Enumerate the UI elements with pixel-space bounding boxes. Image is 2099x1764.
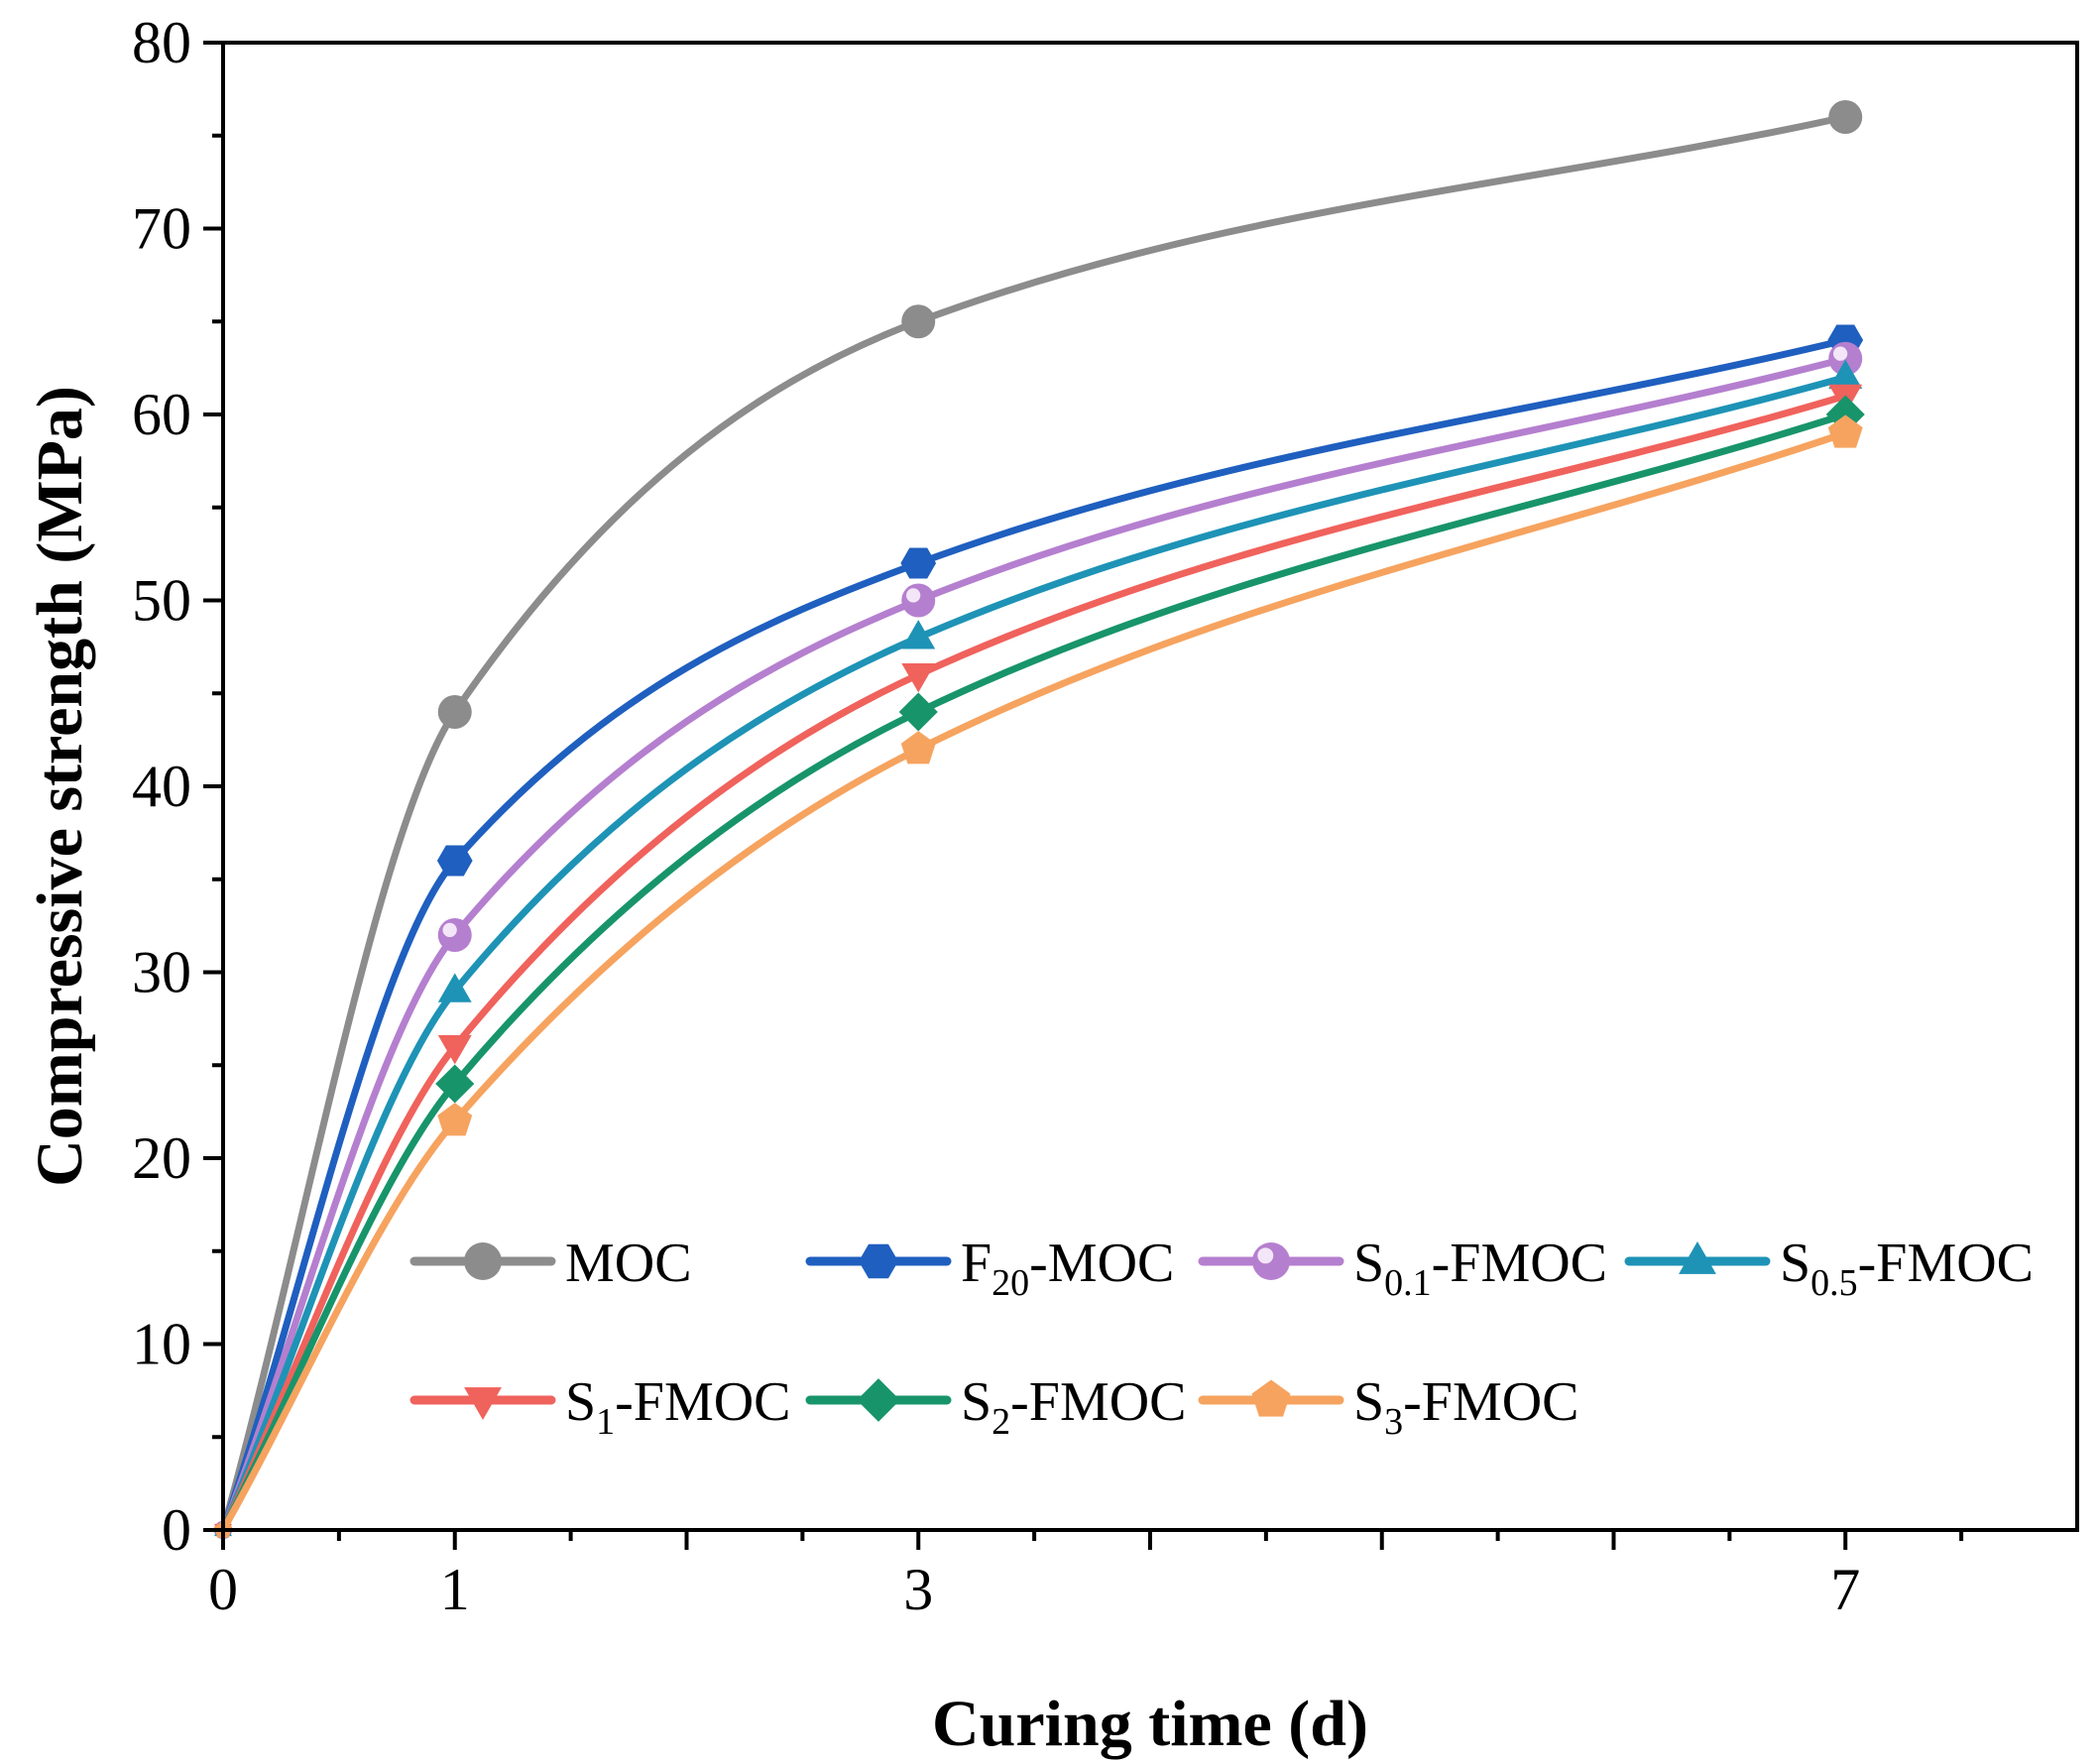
data-point-s3-fmoc-day-7 <box>1827 414 1863 448</box>
data-point-moc-day-7 <box>1828 100 1863 134</box>
series-line-s3-fmoc <box>219 429 1849 1534</box>
x-tick-label: 0 <box>208 1557 238 1622</box>
legend-marker-s1-fmoc <box>464 1387 502 1420</box>
legend-label-s3-fmoc: S3-FMOC <box>1353 1371 1579 1443</box>
legend-item-s1-fmoc: S1-FMOC <box>409 1371 791 1443</box>
legend-item-moc: MOC <box>409 1233 692 1294</box>
x-tick-label: 1 <box>440 1557 470 1622</box>
y-tick-label: 40 <box>132 754 191 819</box>
data-point-s1-fmoc-day-3 <box>901 663 936 693</box>
legend-label-s2-fmoc: S2-FMOC <box>961 1371 1187 1443</box>
data-point-s2-fmoc-day-3 <box>898 692 938 732</box>
data-point-s0-1-fmoc-day-3 <box>901 583 936 618</box>
legend-marker-s2-fmoc <box>857 1378 900 1422</box>
y-tick-label: 20 <box>132 1125 191 1191</box>
legend-item-s2-fmoc: S2-FMOC <box>805 1371 1187 1443</box>
data-point-f20-moc-day-3 <box>900 547 937 579</box>
data-point-moc-day-1 <box>437 695 472 729</box>
y-tick-label: 70 <box>132 196 191 262</box>
series-moc <box>214 100 1863 1539</box>
legend-label-s0-5-fmoc: S0.5-FMOC <box>1780 1233 2034 1304</box>
series-s3-fmoc <box>213 414 1863 1538</box>
series-layer <box>212 100 1865 1541</box>
data-point-s0-5-fmoc-day-1 <box>437 973 472 1002</box>
legend-marker-s0-5-fmoc <box>1679 1241 1716 1274</box>
y-axis-title: Compressive strength (MPa) <box>24 386 96 1187</box>
data-point-s1-fmoc-day-1 <box>437 1035 472 1065</box>
y-tick-label: 30 <box>132 940 191 1005</box>
series-line-s1-fmoc <box>219 392 1849 1534</box>
data-point-s0-5-fmoc-day-3 <box>901 620 936 649</box>
legend-marker-s0-1-fmoc <box>1252 1242 1290 1280</box>
y-tick-label: 10 <box>132 1312 191 1377</box>
legend-item-s0-1-fmoc: S0.1-FMOC <box>1198 1233 1607 1304</box>
data-point-s0-1-fmoc-day-1 <box>437 918 472 952</box>
series-line-f20-moc <box>219 336 1849 1534</box>
series-line-s0-5-fmoc <box>219 374 1849 1534</box>
data-point-s0-5-fmoc-day-7 <box>1828 359 1863 389</box>
legend-label-s1-fmoc: S1-FMOC <box>565 1371 791 1443</box>
data-point-s0-1-fmoc-day-7 <box>1828 341 1863 376</box>
y-tick-label: 50 <box>132 568 191 634</box>
plot-frame <box>221 41 2079 1532</box>
data-point-moc-day-3 <box>901 304 936 339</box>
axes-layer: 0 10 20 30 40 50 60 70 80 0 1 3 7 <box>132 10 2079 1622</box>
series-line-moc <box>219 113 1849 1534</box>
legend-label-f20-moc: F20-MOC <box>961 1233 1174 1304</box>
y-tick-label: 0 <box>162 1497 191 1563</box>
series-line-s2-fmoc <box>219 411 1849 1534</box>
y-tick-label: 80 <box>132 10 191 75</box>
legend-item-s3-fmoc: S3-FMOC <box>1198 1371 1579 1443</box>
series-s2-fmoc <box>212 395 1865 1541</box>
series-line-s0-1-fmoc <box>219 355 1849 1534</box>
x-axis-title: Curing time (d) <box>932 1688 1368 1760</box>
legend-marker-moc <box>464 1242 502 1280</box>
legend-item-f20-moc: F20-MOC <box>805 1233 1174 1304</box>
data-point-s3-fmoc-day-1 <box>437 1103 473 1136</box>
x-tick-label: 3 <box>903 1557 933 1622</box>
legend-label-s0-1-fmoc: S0.1-FMOC <box>1353 1233 1607 1304</box>
legend-item-s0-5-fmoc: S0.5-FMOC <box>1624 1233 2034 1304</box>
data-point-s3-fmoc-day-3 <box>900 731 936 764</box>
legend-marker-f20-moc <box>859 1243 898 1279</box>
legend: MOC F20-MOC S0.1-FMOC S0.5-FMOC S1-FMOC S2-FM… <box>409 1233 2034 1443</box>
x-tick-label: 7 <box>1830 1557 1860 1622</box>
data-point-s2-fmoc-day-1 <box>435 1064 475 1104</box>
series-s0-5-fmoc <box>214 359 1863 1537</box>
data-point-f20-moc-day-1 <box>436 845 473 877</box>
y-tick-label: 60 <box>132 382 191 447</box>
legend-marker-s3-fmoc <box>1251 1379 1291 1417</box>
legend-label-moc: MOC <box>565 1233 692 1294</box>
